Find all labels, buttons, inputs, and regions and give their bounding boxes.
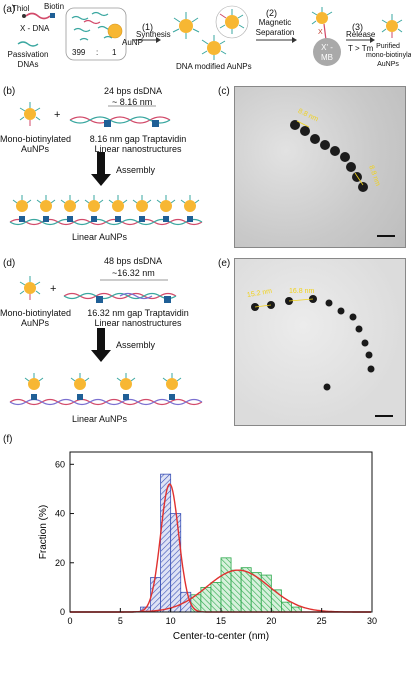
ratio-right: 1 xyxy=(112,48,117,57)
panel-d-mono: Mono-biotinylated AuNPs xyxy=(0,308,72,328)
panel-b-linear: Linear AuNPs xyxy=(72,232,128,242)
traptavidin-icon xyxy=(96,296,103,303)
tem-e-measure-2: 16.8 nm xyxy=(289,288,315,295)
panel-b-gap: ~ 8.16 nm xyxy=(112,97,153,107)
arrow-2-icon xyxy=(292,37,297,43)
biotin-icon xyxy=(50,13,55,18)
thiol-label: Thiol xyxy=(12,4,30,13)
y-tick-label: 20 xyxy=(55,558,65,568)
linear-aunps-row xyxy=(24,373,182,400)
traptavidin-icon xyxy=(104,120,111,127)
passivation-label: Passivation DNAs xyxy=(7,50,49,69)
panel-d-gap-struct: 16.32 nm gap Traptavidin Linear nanostruc… xyxy=(87,308,189,328)
thiol-dot-icon xyxy=(22,14,26,18)
traptavidin-icon xyxy=(164,296,171,303)
magnetic-bead-icon xyxy=(313,38,341,66)
panel-d-graphic xyxy=(9,276,203,406)
x-tick-label: 0 xyxy=(67,616,72,626)
assembly-arrow-icon xyxy=(91,174,111,186)
passivation-strand xyxy=(17,41,39,47)
histogram-bar xyxy=(270,589,282,613)
panel-f-label: (f) xyxy=(3,434,13,445)
linear-aunps-row xyxy=(12,195,200,222)
panel-b-plus: + xyxy=(54,109,61,121)
x-dna-label: X - DNA xyxy=(20,24,50,33)
traptavidin-icon xyxy=(152,120,159,127)
step3-cond: T > Tm xyxy=(348,44,374,53)
x-tick-label: 25 xyxy=(317,616,327,626)
scale-bar xyxy=(377,235,395,237)
x-tick-label: 10 xyxy=(166,616,176,626)
panel-d-linear: Linear AuNPs xyxy=(72,414,128,424)
ratio-colon: : xyxy=(96,48,99,57)
y-tick-label: 60 xyxy=(55,459,65,469)
histogram-bar xyxy=(210,582,222,613)
step2-label: Magnetic Separation xyxy=(255,18,295,37)
assembly-arrow-icon xyxy=(91,350,111,362)
panel-b-gap-struct: 8.16 nm gap Traptavidin Linear nanostruct… xyxy=(89,134,187,154)
panel-a-graphic xyxy=(17,5,403,66)
arrow-3-icon xyxy=(370,37,375,43)
panel-b-dsdna: 24 bps dsDNA xyxy=(104,86,163,96)
panel-b-assembly: Assembly xyxy=(116,165,156,175)
y-tick-label: 0 xyxy=(60,607,65,617)
step1-num: (1) xyxy=(142,22,153,32)
histogram-bar xyxy=(280,601,292,613)
aunp-label: AuNP xyxy=(122,38,143,47)
panel-a-label: (a) xyxy=(3,4,16,15)
histogram-bar xyxy=(220,557,232,613)
histogram-chart: 0 5 10 15 20 25 30 0 20 40 60 Center-to-center (nm)… xyxy=(38,451,377,642)
aunp-icon xyxy=(107,23,123,39)
x-tick-label: 5 xyxy=(118,616,123,626)
y-tick-label: 40 xyxy=(55,509,65,519)
x-tick-label: 15 xyxy=(216,616,226,626)
tem-image-e: 15.2 nm 16.8 nm xyxy=(234,258,406,426)
ratio-left: 399 xyxy=(72,48,86,57)
step1-label: Synthesis xyxy=(136,30,171,39)
y-axis-label: Fraction (%) xyxy=(38,505,49,559)
panel-b-label: (b) xyxy=(3,86,16,97)
panel-d-assembly: Assembly xyxy=(116,340,156,350)
histogram-bar xyxy=(291,606,302,613)
panel-c-label: (c) xyxy=(218,86,230,97)
step2-num: (2) xyxy=(266,8,277,18)
dna-box xyxy=(65,7,127,61)
panel-b-graphic xyxy=(9,102,203,226)
dna-modified-label: DNA modified AuNPs xyxy=(176,62,252,71)
panel-d-plus: + xyxy=(50,283,57,295)
x-tick-label: 30 xyxy=(367,616,377,626)
arrow-1-icon xyxy=(156,37,161,43)
histogram-bar xyxy=(170,513,182,613)
biotin-label: Biotin xyxy=(44,2,65,11)
histogram-bar xyxy=(230,569,242,613)
step3-num: (3) xyxy=(352,22,363,32)
panel-d-dsdna: 48 bps dsDNA xyxy=(104,256,163,266)
panel-b-mono: Mono-biotinylated AuNPs xyxy=(0,134,72,154)
panel-d-label: (d) xyxy=(3,258,16,269)
panel-e-label: (e) xyxy=(218,258,231,269)
x-mark: X xyxy=(318,29,323,36)
panel-d-gap: ~16.32 nm xyxy=(112,268,155,278)
x-axis-label: Center-to-center (nm) xyxy=(173,631,269,642)
x-dna-strand xyxy=(25,12,51,20)
mb-label: X' - MB xyxy=(321,43,333,62)
dna-modified-aunps xyxy=(172,5,249,60)
x-tick-label: 20 xyxy=(266,616,276,626)
scale-bar xyxy=(375,415,393,417)
tem-image-c: 8.8 nm 8.8 nm xyxy=(234,86,406,248)
step3-label: Release xyxy=(346,30,376,39)
histogram-bar xyxy=(240,567,252,613)
